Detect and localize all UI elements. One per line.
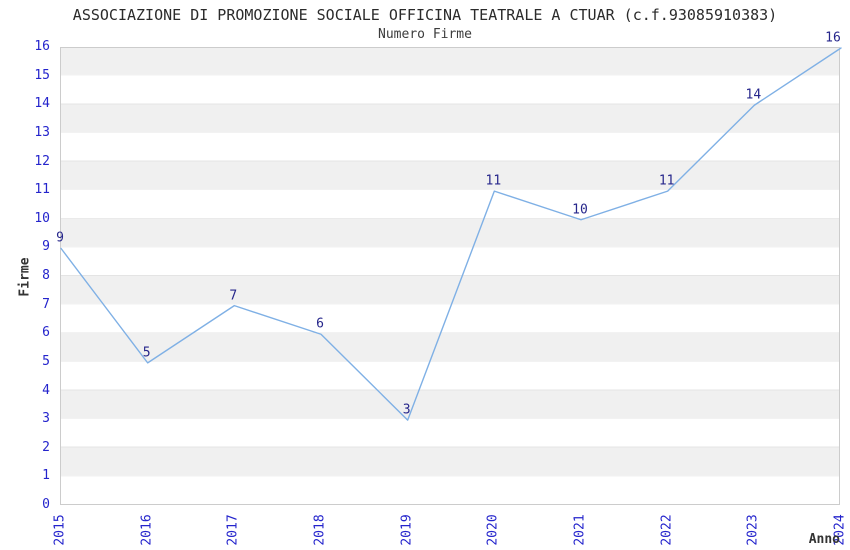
data-point-label: 10 <box>572 202 588 218</box>
y-tick-label: 1 <box>42 468 50 484</box>
y-tick-label: 9 <box>42 239 50 255</box>
x-tick-label: 2019 <box>399 514 415 546</box>
y-tick-label: 8 <box>42 268 50 283</box>
y-tick-label: 0 <box>42 497 50 512</box>
data-point-label: 11 <box>658 173 675 189</box>
data-point-label: 7 <box>229 288 238 304</box>
line-series-svg <box>60 47 842 421</box>
y-tick-label: 14 <box>34 96 50 112</box>
x-tick-label: 2016 <box>139 514 155 546</box>
x-tick-label: 2020 <box>485 514 501 546</box>
x-tick-label: 2022 <box>659 514 675 546</box>
y-tick-label: 13 <box>34 124 50 140</box>
x-tick-label: 2021 <box>572 514 588 546</box>
y-tick-label: 7 <box>42 296 50 312</box>
x-axis-title: Anno <box>808 532 840 547</box>
x-tick-label: 2018 <box>312 514 328 546</box>
data-point-label: 6 <box>316 316 324 332</box>
y-tick-label: 6 <box>42 325 50 341</box>
y-tick-label: 16 <box>34 39 50 54</box>
data-point-label: 3 <box>402 402 411 418</box>
y-tick-label: 3 <box>42 411 50 427</box>
x-tick-label: 2017 <box>225 514 241 546</box>
y-tick-label: 12 <box>34 153 50 169</box>
y-tick-label: 2 <box>42 439 50 455</box>
data-point-label: 9 <box>56 230 64 246</box>
x-tick-label: 2023 <box>745 514 761 546</box>
line-series <box>60 47 842 421</box>
y-tick-label: 4 <box>42 382 50 398</box>
data-point-label: 5 <box>142 345 151 361</box>
y-tick-label: 10 <box>34 210 50 226</box>
y-tick-label: 5 <box>42 353 50 369</box>
data-point-label: 14 <box>745 87 762 103</box>
chart-title: ASSOCIAZIONE DI PROMOZIONE SOCIALE OFFIC… <box>72 6 778 24</box>
plot-area <box>60 47 842 505</box>
y-tick-label: 11 <box>34 182 50 198</box>
data-point-label: 11 <box>485 173 502 189</box>
x-tick-label: 2015 <box>52 514 68 546</box>
data-point-label: 16 <box>825 30 841 46</box>
y-tick-label: 15 <box>34 67 50 83</box>
chart-subtitle: Numero Firme <box>378 27 472 42</box>
